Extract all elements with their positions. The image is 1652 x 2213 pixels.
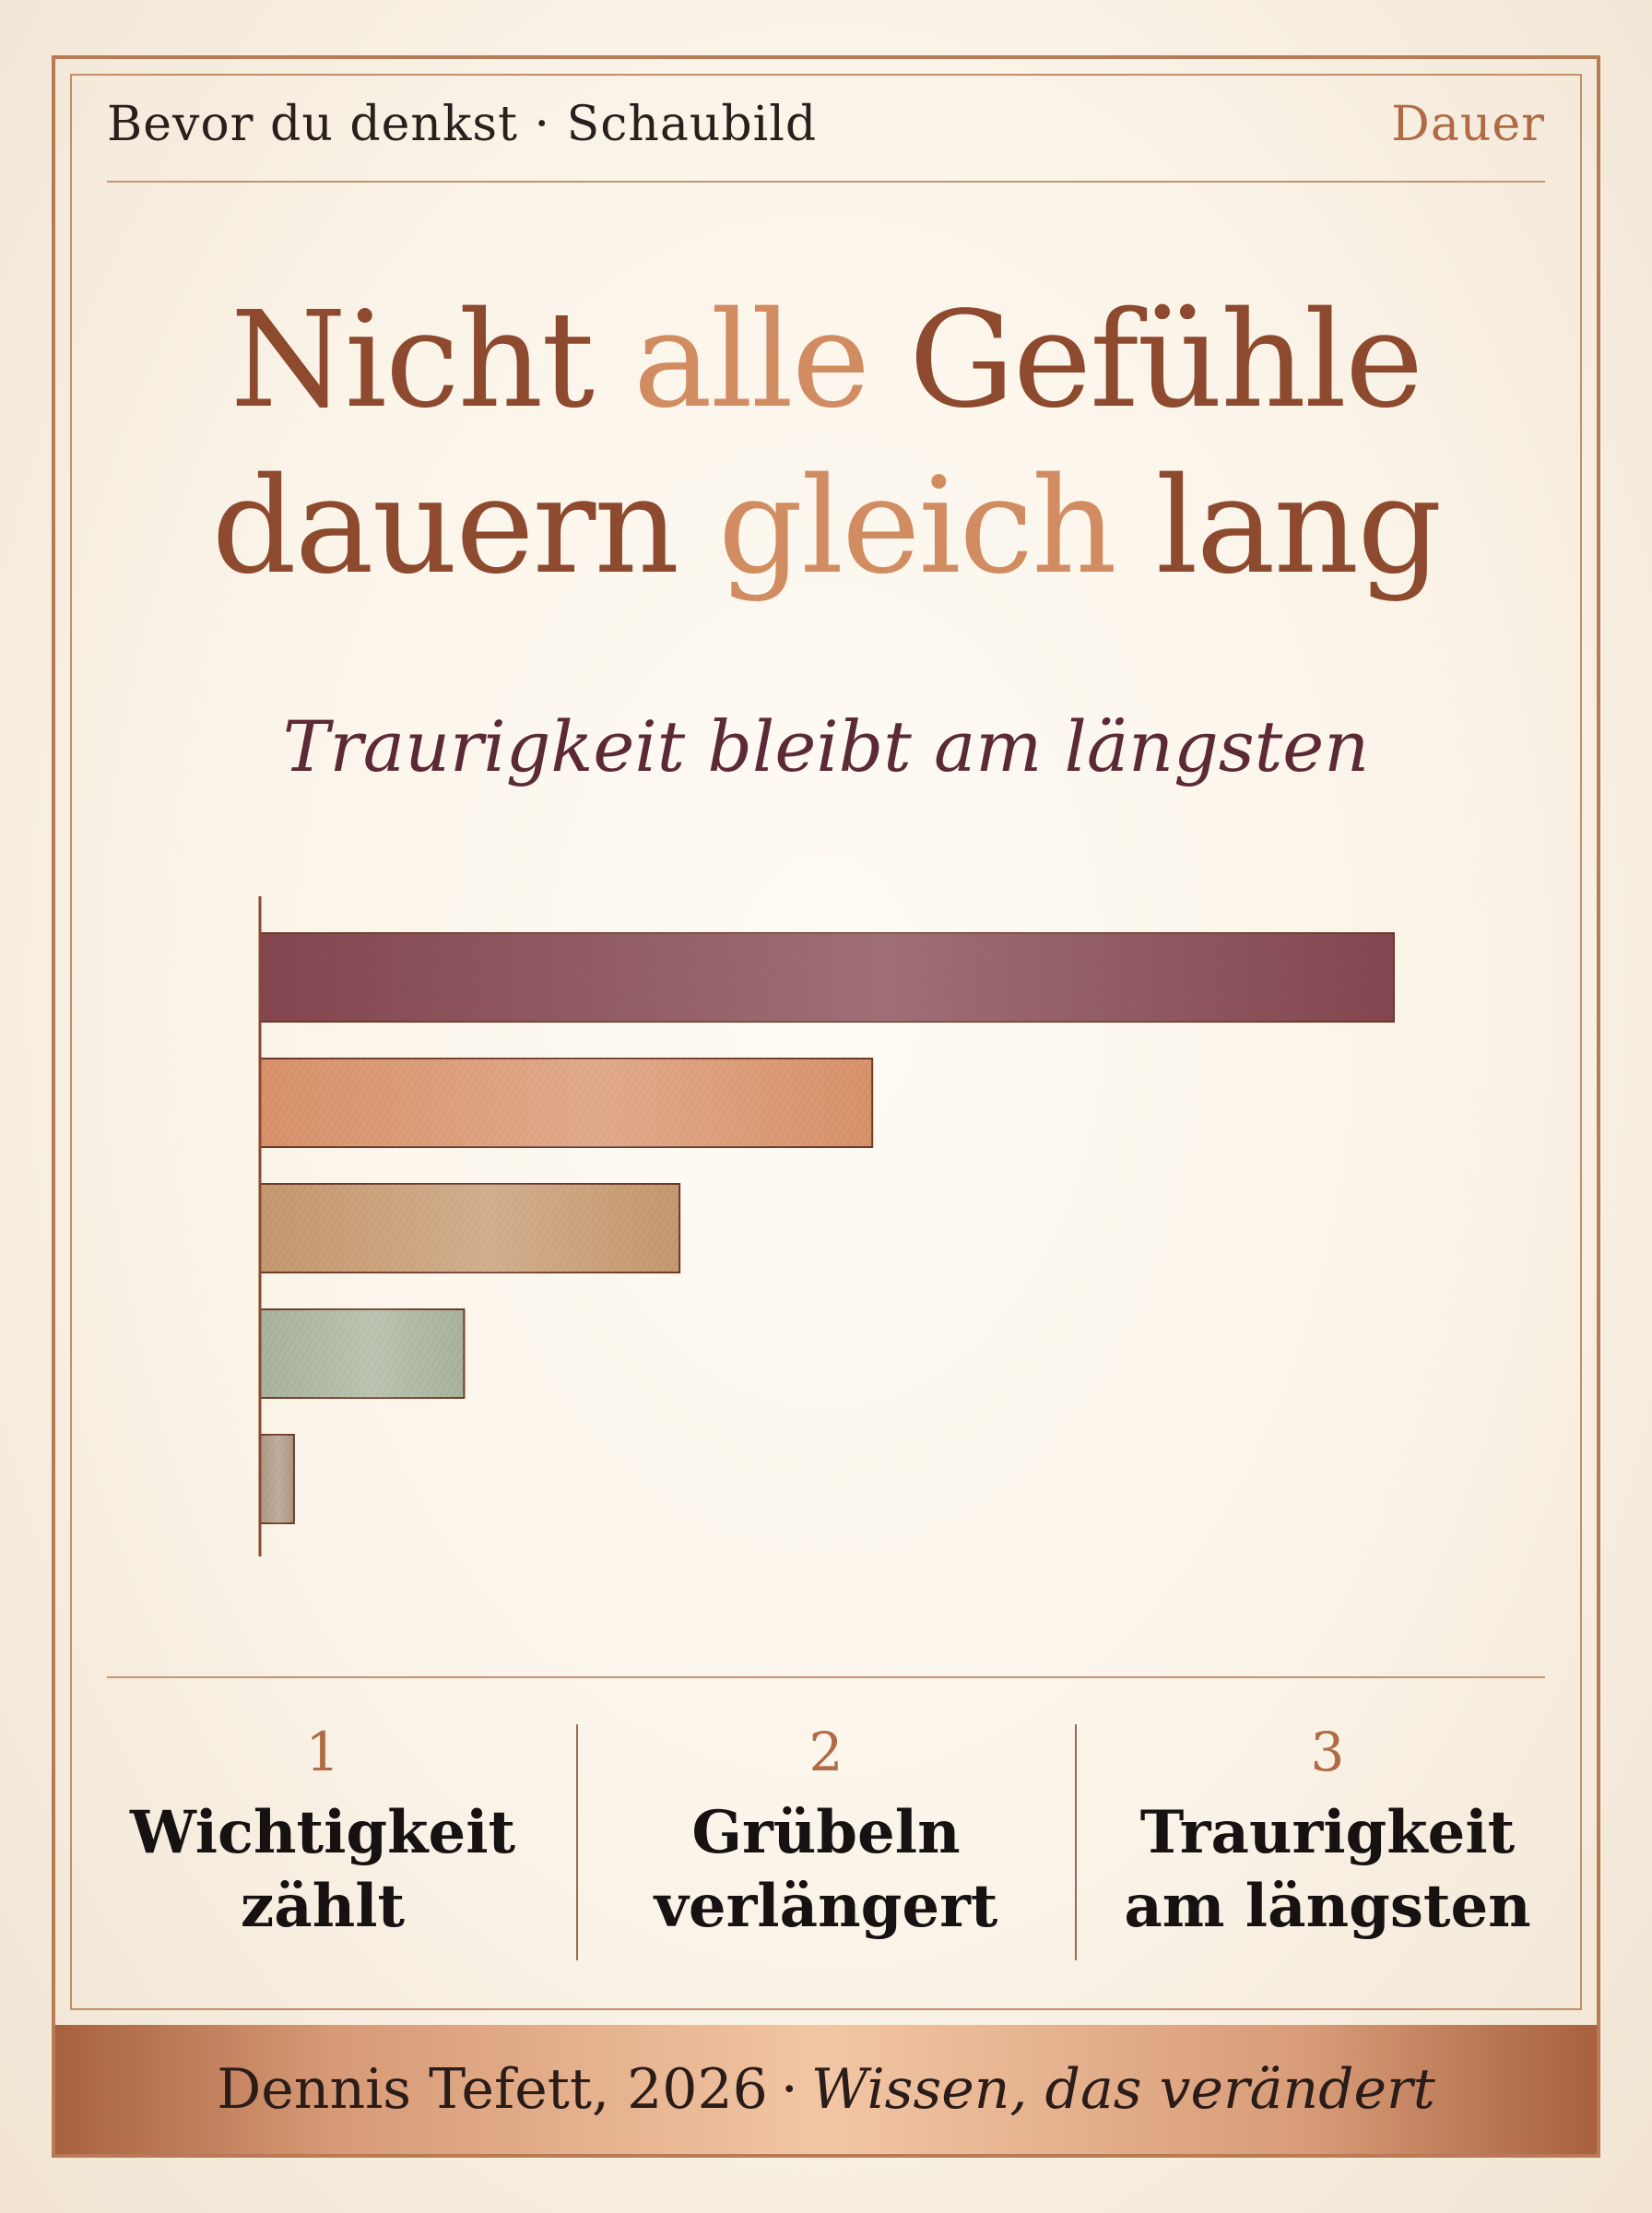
title-line-2: dauern gleich lang	[0, 443, 1652, 609]
inner-frame	[70, 74, 1582, 2010]
subtitle: Traurigkeit bleibt am längsten	[282, 705, 1370, 787]
topic-label: Dauer	[1391, 97, 1545, 152]
key-point-1: 1 Wichtigkeit zählt	[74, 1717, 572, 1944]
key-point-line: zählt	[240, 1872, 406, 1941]
key-point-line: verlängert	[654, 1872, 998, 1941]
footer-banner: Dennis Tefett, 2026 · Wissen, das veränd…	[55, 2025, 1597, 2154]
title-word: lang	[1115, 448, 1443, 603]
header-divider	[107, 181, 1545, 183]
bar	[259, 1058, 874, 1148]
bar	[259, 1183, 681, 1273]
title-line-1: Nicht alle Gefühle	[0, 277, 1652, 443]
series-label: Bevor du denkst · Schaubild	[107, 97, 818, 152]
title-word: Gefühle	[868, 282, 1423, 437]
bar-chart	[258, 896, 1395, 1556]
key-point-3: 3 Traurigkeit am längsten	[1079, 1717, 1576, 1944]
column-separator	[1075, 1724, 1077, 1960]
page-title: Nicht alle Gefühle dauern gleich lang	[0, 277, 1652, 609]
key-point-text: Grübeln verlängert	[577, 1796, 1075, 1944]
outer-frame	[52, 55, 1600, 2158]
footer-separator: ·	[780, 2057, 798, 2122]
summary-divider	[107, 1676, 1545, 1678]
key-point-line: Wichtigkeit	[129, 1798, 516, 1867]
key-point-line: Grübeln	[691, 1798, 961, 1867]
bar	[259, 1308, 466, 1399]
footer-motto: Wissen, das verändert	[810, 2057, 1435, 2122]
title-highlight-word: alle	[632, 282, 870, 437]
key-point-number: 1	[305, 1721, 340, 1783]
title-highlight-word: gleich	[717, 448, 1117, 603]
key-point-line: Traurigkeit	[1139, 1798, 1516, 1867]
key-point-2: 2 Grübeln verlängert	[577, 1717, 1075, 1944]
title-word: Nicht	[230, 282, 633, 437]
key-point-text: Traurigkeit am längsten	[1079, 1796, 1576, 1944]
bar	[259, 932, 1395, 1023]
footer-author: Dennis Tefett, 2026	[217, 2057, 768, 2122]
column-separator	[576, 1724, 578, 1960]
title-word: dauern	[211, 448, 718, 603]
bars-layer	[259, 932, 1395, 1524]
key-point-number: 3	[1310, 1721, 1345, 1783]
key-point-line: am längsten	[1124, 1872, 1531, 1941]
key-point-text: Wichtigkeit zählt	[74, 1796, 572, 1944]
key-point-number: 2	[808, 1721, 844, 1783]
bar	[259, 1434, 295, 1524]
